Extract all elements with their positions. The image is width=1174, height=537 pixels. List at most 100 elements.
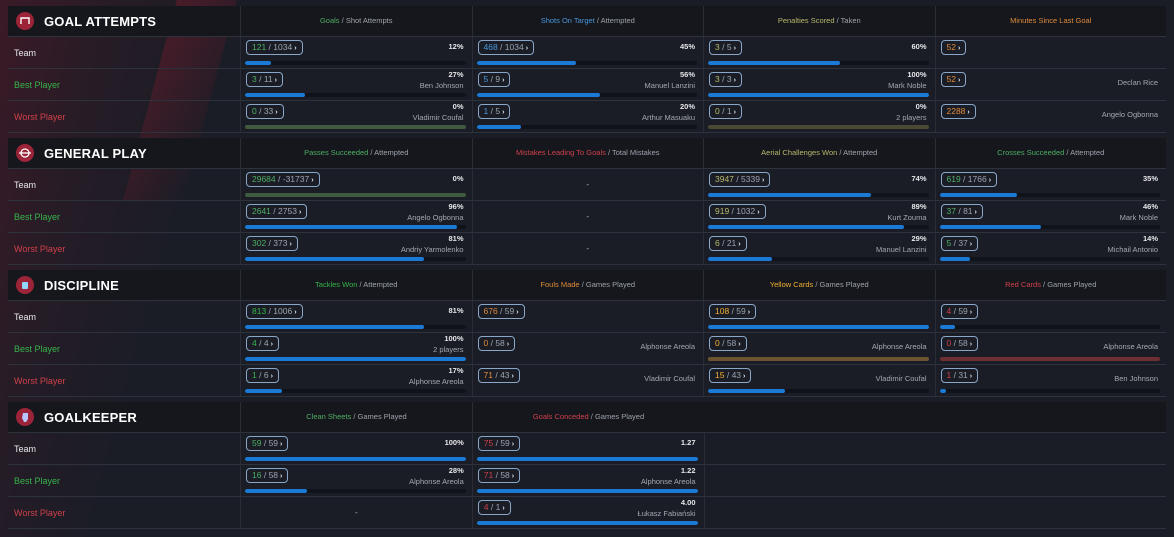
- stat-value-button[interactable]: 3947 / 5339 ›: [709, 172, 771, 187]
- stat-value-button[interactable]: 3 / 3 ›: [709, 72, 742, 87]
- stat-value-button[interactable]: 29684 / -31737 ›: [246, 172, 320, 187]
- stat-value-button[interactable]: 919 / 1032 ›: [709, 204, 766, 219]
- stat-separator: /: [719, 42, 727, 52]
- stat-denominator: 5339: [741, 174, 760, 184]
- progress-bar: [939, 325, 1160, 329]
- stat-numerator: 52: [946, 74, 956, 84]
- stat-denominator: 6: [263, 370, 269, 380]
- progress-bar: [939, 225, 1160, 229]
- stat-separator: /: [488, 74, 496, 84]
- stat-value-button[interactable]: 3 / 5 ›: [709, 40, 742, 55]
- column-header-highlight: Yellow Cards: [769, 280, 814, 289]
- stat-value-button[interactable]: 37 / 81 ›: [940, 204, 983, 219]
- stat-value-button[interactable]: 2641 / 2753 ›: [246, 204, 308, 219]
- column-header-rest: / Games Played: [351, 412, 407, 421]
- progress-bar: [245, 93, 466, 97]
- stat-numerator: 71: [483, 370, 493, 380]
- stat-value-button[interactable]: 813 / 1006 ›: [246, 304, 303, 319]
- row-label: Worst Player: [14, 111, 66, 122]
- column-header: Goals Conceded / Games Played: [472, 402, 704, 432]
- stat-value-button[interactable]: 468 / 1034 ›: [477, 40, 535, 55]
- stat-value-button[interactable]: 2288 ›: [940, 104, 976, 119]
- column-header-rest: / Attempted: [357, 280, 398, 289]
- stat-separator: /: [719, 338, 727, 348]
- chevron-right-icon: ›: [311, 177, 314, 184]
- progress-bar: [939, 257, 1160, 261]
- stat-value-button[interactable]: 6 / 21 ›: [709, 236, 747, 251]
- stat-value-button[interactable]: 71 / 58 ›: [477, 468, 521, 483]
- stat-value-button[interactable]: 4 / 1 ›: [477, 500, 511, 515]
- stat-value-button[interactable]: 5 / 37 ›: [940, 236, 979, 251]
- stat-value-button[interactable]: 108 / 59 ›: [709, 304, 757, 319]
- chevron-right-icon: ›: [525, 45, 529, 52]
- stat-value-button[interactable]: 52 ›: [940, 72, 967, 87]
- progress-bar: [245, 457, 466, 461]
- stat-ratio: 14%: [1142, 234, 1158, 243]
- stat-ratio: 100%: [444, 438, 464, 447]
- stat-value-button[interactable]: 1 / 31 ›: [940, 368, 979, 383]
- stat-cell: 3947 / 5339 › 74%: [703, 169, 935, 200]
- stat-cell: 52 ›: [934, 37, 1167, 68]
- chevron-right-icon: ›: [988, 177, 992, 184]
- stat-value-button[interactable]: 0 / 58 ›: [477, 336, 516, 351]
- chevron-right-icon: ›: [957, 77, 961, 84]
- stat-value-button[interactable]: 5 / 9 ›: [477, 72, 511, 87]
- stat-value-button[interactable]: 16 / 58 ›: [246, 468, 289, 483]
- stat-value-button[interactable]: 52 ›: [940, 40, 967, 55]
- stat-ratio: 29%: [911, 234, 927, 243]
- stat-ratio: 1.22: [680, 466, 696, 475]
- stat-cell: 15 / 43 › Vladimir Coufal: [703, 365, 935, 396]
- chevron-right-icon: ›: [289, 241, 292, 248]
- stat-denominator: 31: [958, 370, 968, 380]
- stat-value-button[interactable]: 302 / 373 ›: [246, 236, 298, 251]
- stat-value-button[interactable]: 71 / 43 ›: [477, 368, 520, 383]
- stat-value-button[interactable]: 619 / 1766 ›: [940, 172, 998, 187]
- stat-value-button[interactable]: 0 / 33 ›: [246, 104, 284, 119]
- stat-value-button[interactable]: 676 / 59 ›: [477, 304, 525, 319]
- stat-separator: /: [960, 174, 968, 184]
- stat-separator: /: [729, 206, 737, 216]
- progress-bar: [476, 93, 697, 97]
- progress-fill: [708, 225, 905, 229]
- stat-numerator: 1: [252, 370, 257, 380]
- column-header-rest: / Total Mistakes: [605, 148, 660, 157]
- stat-ratio: 96%: [448, 202, 464, 211]
- stat-denominator: 1034: [273, 42, 293, 52]
- stats-row-team: Team 59 / 59 › 100% 75 / 59 › 1.27: [8, 433, 1166, 465]
- stat-denominator: 43: [500, 370, 510, 380]
- stat-value-button[interactable]: 1 / 6 ›: [246, 368, 279, 383]
- stat-cell: 4 / 4 › 100% 2 players: [240, 333, 472, 364]
- stat-value-button[interactable]: 3 / 11 ›: [246, 72, 283, 87]
- stat-cell: 2641 / 2753 › 96% Angelo Ogbonna: [240, 201, 472, 232]
- progress-bar: [476, 489, 698, 493]
- column-header-highlight: Goals: [319, 16, 340, 25]
- column-header-rest: / Attempted: [594, 16, 635, 25]
- progress-fill: [476, 93, 600, 97]
- section-header: DISCIPLINE Tackles Won / Attempted Fouls M…: [8, 270, 1166, 301]
- column-header: Tackles Won / Attempted: [240, 270, 472, 300]
- progress-bar: [245, 489, 466, 493]
- stat-value-button[interactable]: 0 / 1 ›: [709, 104, 742, 119]
- column-header: Crosses Succeeded / Attempted: [934, 138, 1167, 168]
- stat-value-button[interactable]: 4 / 4 ›: [246, 336, 279, 351]
- stat-value-button[interactable]: 0 / 58 ›: [709, 336, 747, 351]
- stat-value-button[interactable]: 1 / 5 ›: [477, 104, 511, 119]
- section-header: GOALKEEPER Clean Sheets / Games Played Goa…: [8, 402, 1166, 433]
- stat-value-button[interactable]: 15 / 43 ›: [709, 368, 752, 383]
- progress-bar: [245, 125, 466, 129]
- stat-value-button[interactable]: 4 / 59 ›: [940, 304, 979, 319]
- stat-numerator: 813: [252, 306, 267, 316]
- stat-value-button[interactable]: 0 / 58 ›: [940, 336, 979, 351]
- progress-bar: [939, 357, 1160, 361]
- stat-value-button[interactable]: 121 / 1034 ›: [246, 40, 303, 55]
- stat-cell: 3 / 11 › 27% Ben Johnson: [240, 69, 472, 100]
- progress-bar: [476, 125, 697, 129]
- progress-bar: [476, 61, 697, 65]
- stats-row-worst: Worst Player 302 / 373 › 81% Andriy Yarmolen…: [8, 233, 1166, 265]
- stat-separator: /: [497, 42, 505, 52]
- stat-numerator: 1: [483, 106, 489, 116]
- stat-value-button[interactable]: 59 / 59 ›: [246, 436, 289, 451]
- progress-fill: [245, 325, 424, 329]
- stat-value-button[interactable]: 75 / 59 ›: [477, 436, 521, 451]
- progress-fill: [939, 325, 955, 329]
